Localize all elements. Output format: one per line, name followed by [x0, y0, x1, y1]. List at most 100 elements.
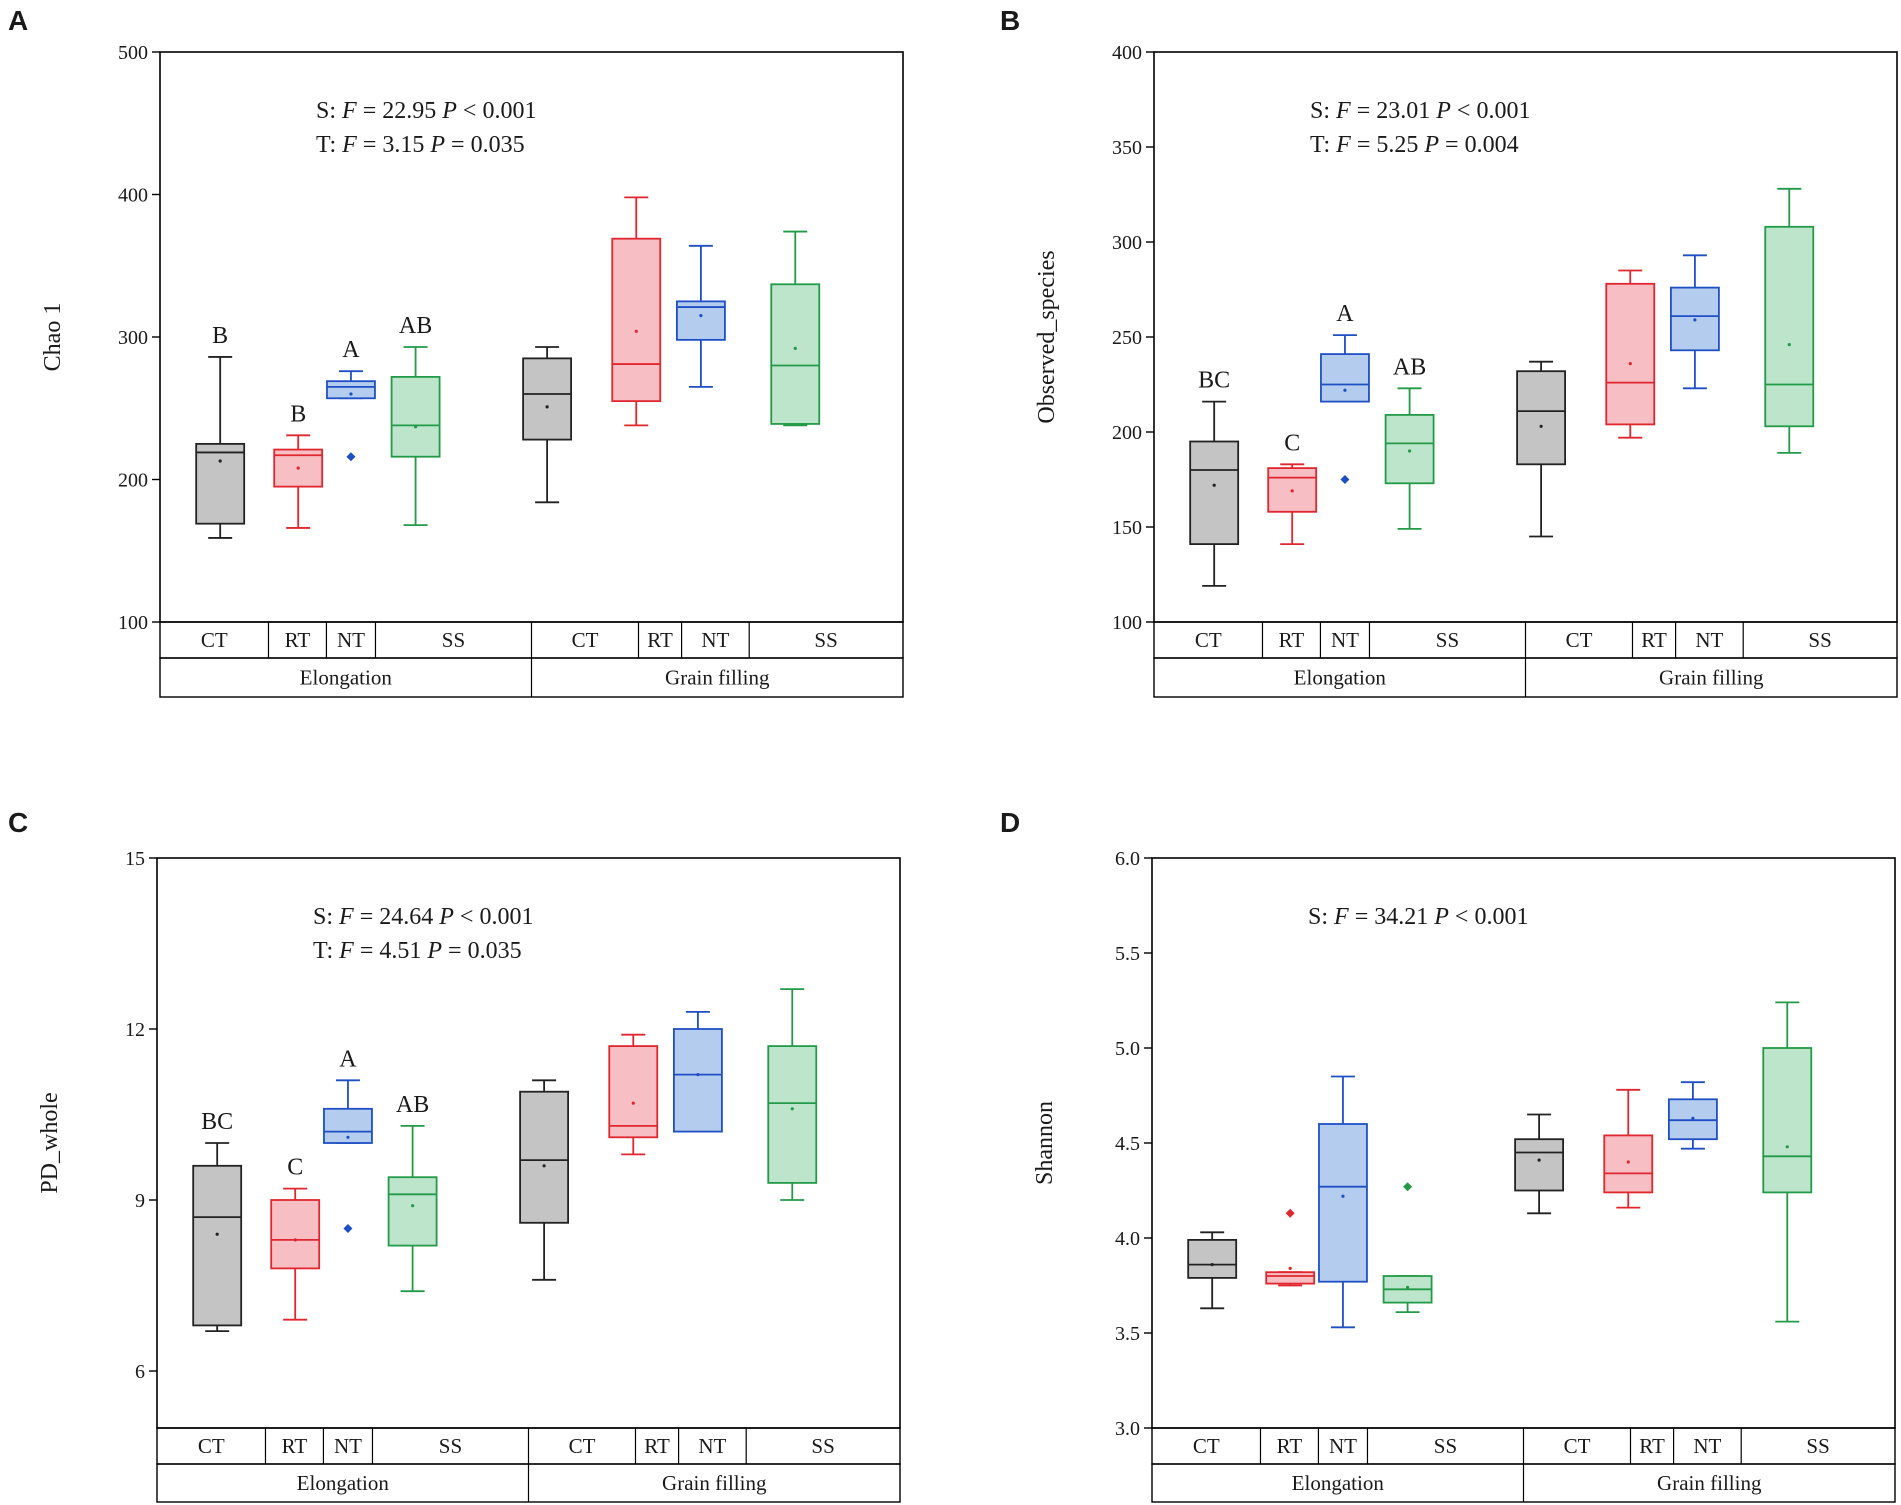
category-label: SS — [1806, 1434, 1829, 1458]
iqr-box — [1514, 1138, 1565, 1192]
stats-annotation: S: F = 24.64 P < 0.001 — [313, 904, 533, 930]
category-label: SS — [814, 628, 837, 652]
box-ss-elongation: AB — [390, 313, 441, 526]
category-label: RT — [1277, 1434, 1303, 1458]
box-ct-elongation: B — [195, 323, 246, 539]
box-ss-grain-filling — [770, 230, 821, 427]
mean-marker — [634, 329, 638, 333]
chart-panel-b: B100150200250300350400Observed_speciesCT… — [1000, 5, 1898, 698]
category-label: RT — [1279, 628, 1305, 652]
y-tick-label: 100 — [118, 612, 148, 634]
box-rt-grain-filling — [1605, 269, 1656, 439]
y-tick-label: 200 — [1112, 422, 1142, 444]
y-tick-label: 3.0 — [1115, 1418, 1140, 1440]
significance-letter: A — [342, 337, 360, 363]
y-tick-label: 400 — [118, 185, 148, 207]
chart-panel-c: C 6 9 12 15 PD_whole CT RT NT SS CT RT NT SS Elongatio… — [8, 807, 901, 1503]
stage-label: Grain filling — [665, 666, 770, 690]
outlier-marker — [1340, 475, 1350, 484]
stats-annotation-part: P — [1433, 904, 1449, 930]
stats-annotation: T: F = 5.25 P = 0.004 — [1310, 132, 1519, 158]
mean-marker — [293, 1238, 297, 1242]
mean-marker — [296, 466, 300, 470]
category-label: CT — [1193, 1434, 1220, 1458]
box-ct-grain-filling — [519, 1079, 570, 1281]
stats-annotation-part: F — [1333, 904, 1349, 930]
mean-marker — [793, 346, 797, 350]
category-label: CT — [1195, 628, 1222, 652]
mean-marker — [1537, 1158, 1541, 1162]
box-nt-grain-filling — [1670, 254, 1720, 390]
box-rt-elongation — [1265, 1208, 1316, 1287]
iqr-box — [1603, 1134, 1654, 1194]
y-tick-label: 250 — [1112, 327, 1142, 349]
y-tick-label: 3.5 — [1115, 1323, 1140, 1345]
stats-annotation-part: = 22.95 — [357, 98, 443, 124]
category-label: CT — [201, 628, 228, 652]
panel-letter: D — [1000, 807, 1020, 838]
y-tick-label: 4.5 — [1115, 1133, 1140, 1155]
box-nt-grain-filling — [1668, 1081, 1718, 1150]
stage-label: Grain filling — [1659, 666, 1764, 690]
stats-annotation-part: = 24.64 — [354, 904, 440, 930]
y-axis-label: Chao 1 — [40, 303, 66, 372]
stats-annotation-part: S: — [316, 98, 342, 124]
outlier-marker — [346, 452, 356, 462]
mean-marker — [413, 425, 418, 429]
mean-marker — [1210, 1263, 1214, 1267]
box-ct-grain-filling — [522, 346, 573, 504]
stats-annotation-part: < 0.001 — [457, 98, 537, 124]
stats-annotation: S: F = 23.01 P < 0.001 — [1310, 98, 1530, 124]
y-tick-label: 100 — [1112, 612, 1142, 634]
stage-label: Elongation — [297, 1471, 390, 1495]
significance-letter: B — [290, 401, 306, 427]
iqr-box — [1187, 1239, 1238, 1279]
category-label: NT — [1331, 628, 1359, 652]
stats-annotation-part: P — [429, 132, 445, 158]
iqr-box — [195, 442, 246, 525]
category-label: SS — [442, 628, 465, 652]
iqr-box — [1384, 413, 1435, 485]
stats-annotation-part: = 34.21 — [1349, 904, 1435, 930]
box-rt-grain-filling — [1603, 1088, 1654, 1209]
stats-annotation: S: F = 34.21 P < 0.001 — [1308, 904, 1528, 930]
mean-marker — [215, 1232, 219, 1236]
category-label: SS — [1434, 1434, 1457, 1458]
stage-label: Grain filling — [1657, 1471, 1762, 1495]
y-axis-label: Observed_species — [1034, 250, 1060, 423]
stats-annotation-part: = 0.004 — [1439, 132, 1519, 158]
category-label: NT — [1693, 1434, 1721, 1458]
category-label: SS — [439, 1434, 462, 1458]
stats-annotation-part: < 0.001 — [454, 904, 534, 930]
stats-annotation-part: P — [441, 98, 457, 124]
stats-annotation-part: S: — [313, 904, 339, 930]
stats-annotation: T: F = 3.15 P = 0.035 — [316, 132, 525, 158]
stats-annotation-part: P — [426, 938, 442, 964]
chart-panel-d: D 3.0 3.5 4.0 4.5 5.0 5.5 6.0 Shannon CT RT NT SS CT R… — [1000, 807, 1896, 1503]
significance-letter: C — [1284, 430, 1300, 456]
significance-letter: AB — [396, 1092, 429, 1118]
stage-label: Elongation — [1292, 1471, 1385, 1495]
significance-letter: BC — [1198, 368, 1230, 394]
significance-letter: B — [212, 323, 228, 349]
iqr-box — [326, 380, 376, 400]
y-tick-label: 9 — [135, 1190, 145, 1212]
iqr-box — [387, 1176, 438, 1247]
y-tick-label: 6 — [135, 1361, 145, 1383]
box-ct-elongation: BC — [192, 1109, 243, 1332]
iqr-box — [770, 283, 821, 425]
iqr-box — [522, 357, 573, 441]
mean-marker — [218, 459, 222, 463]
y-tick-label: 400 — [1112, 42, 1142, 64]
stage-label: Elongation — [300, 666, 393, 690]
iqr-box — [673, 1028, 723, 1133]
box-ss-elongation: AB — [1384, 354, 1435, 530]
mean-marker — [542, 1164, 546, 1168]
chart-panel-a: A 100 200 300 400 500 Chao 1 CT RT NT SS CT RT NT SS El… — [8, 5, 904, 698]
box-nt-elongation: A — [323, 1046, 373, 1233]
iqr-box — [519, 1090, 570, 1224]
mean-marker — [1343, 388, 1347, 392]
stats-annotation-part: T: — [1310, 132, 1336, 158]
mean-marker — [1787, 343, 1791, 347]
mean-marker — [1785, 1145, 1789, 1149]
